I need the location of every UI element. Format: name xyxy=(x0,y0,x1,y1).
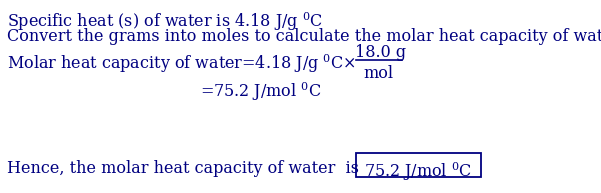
Text: mol: mol xyxy=(363,65,393,82)
Text: Molar heat capacity of water=4.18 J/g $\mathregular{^0}$C×: Molar heat capacity of water=4.18 J/g $\… xyxy=(7,52,356,75)
Text: 75.2 J/mol $\mathregular{^0}$C: 75.2 J/mol $\mathregular{^0}$C xyxy=(364,160,472,183)
Text: Hence, the molar heat capacity of water  is: Hence, the molar heat capacity of water … xyxy=(7,160,369,177)
Bar xyxy=(356,153,481,177)
Text: 18.0 g: 18.0 g xyxy=(355,44,406,61)
Text: Convert the grams into moles to calculate the molar heat capacity of water.: Convert the grams into moles to calculat… xyxy=(7,28,601,45)
Text: Specific heat (s) of water is 4.18 J/g $\mathregular{^0}$C: Specific heat (s) of water is 4.18 J/g $… xyxy=(7,10,323,33)
Text: =75.2 J/mol $\mathregular{^0}$C: =75.2 J/mol $\mathregular{^0}$C xyxy=(200,80,322,103)
